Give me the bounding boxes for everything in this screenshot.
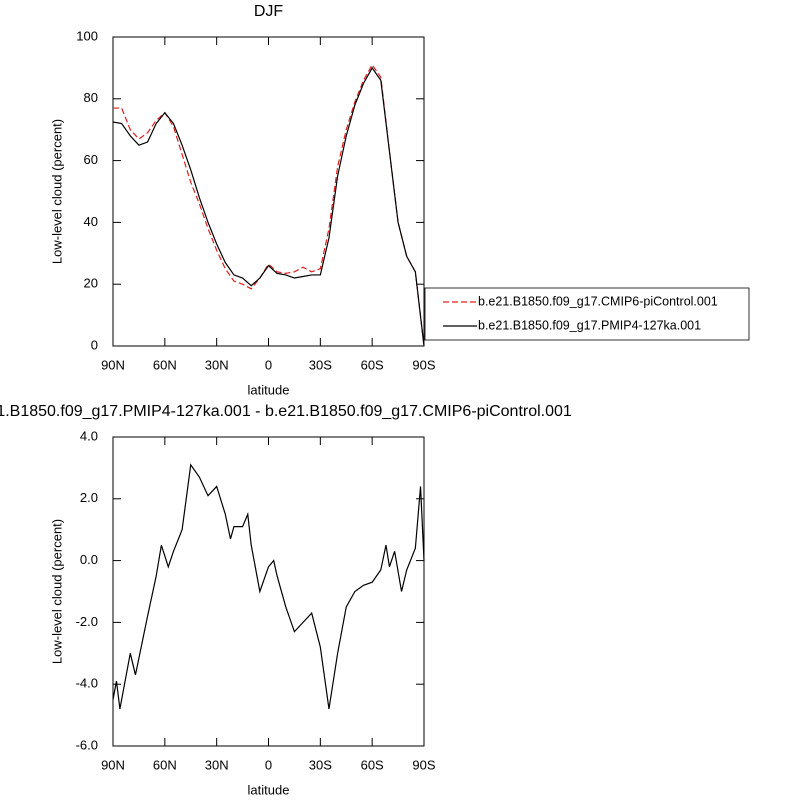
x-tick-label: 90N — [101, 357, 125, 372]
x-tick-label: 60N — [153, 357, 177, 372]
y-axis-label: Low-level cloud (percent) — [49, 519, 64, 664]
y-tick-label: 60 — [84, 152, 98, 167]
y-tick-label: -4.0 — [76, 676, 98, 691]
x-tick-label: 0 — [265, 757, 272, 772]
plot-frame — [112, 36, 425, 347]
x-tick-label: 60N — [153, 757, 177, 772]
y-tick-label: 2.0 — [80, 490, 98, 505]
y-tick-label: 40 — [84, 214, 98, 229]
x-tick-label: 60S — [361, 757, 384, 772]
legend-label: b.e21.B1850.f09_g17.PMIP4-127ka.001 — [478, 318, 701, 332]
y-tick-label: 20 — [84, 276, 98, 291]
y-tick-label: -2.0 — [76, 614, 98, 629]
x-tick-label: 90S — [412, 757, 435, 772]
legend-label: b.e21.B1850.f09_g17.CMIP6-piControl.001 — [478, 294, 718, 308]
x-tick-label: 30N — [205, 357, 229, 372]
x-tick-label: 90N — [101, 757, 125, 772]
y-tick-label: 100 — [76, 28, 98, 43]
y-tick-label: 4.0 — [80, 428, 98, 443]
x-tick-label: 30S — [309, 357, 332, 372]
y-axis-label: Low-level cloud (percent) — [49, 119, 64, 264]
y-tick-label: 0.0 — [80, 552, 98, 567]
chart-title: b.e21.B1850.f09_g17.PMIP4-127ka.001 - b.… — [0, 403, 572, 420]
x-axis-label: latitude — [248, 382, 290, 397]
line-series — [113, 63, 425, 347]
legend-box — [424, 287, 750, 341]
x-tick-label: 90S — [412, 357, 435, 372]
y-tick-label: 0 — [91, 337, 98, 352]
y-tick-label: 80 — [84, 90, 98, 105]
x-tick-label: 0 — [265, 357, 272, 372]
x-tick-label: 30S — [309, 757, 332, 772]
x-axis-label: latitude — [248, 782, 290, 797]
y-tick-label: -6.0 — [76, 737, 98, 752]
x-tick-label: 30N — [205, 757, 229, 772]
line-series — [112, 66, 425, 347]
chart-title: DJF — [254, 3, 284, 20]
x-tick-label: 60S — [361, 357, 384, 372]
line-series — [112, 463, 425, 710]
plot-frame — [112, 436, 425, 747]
